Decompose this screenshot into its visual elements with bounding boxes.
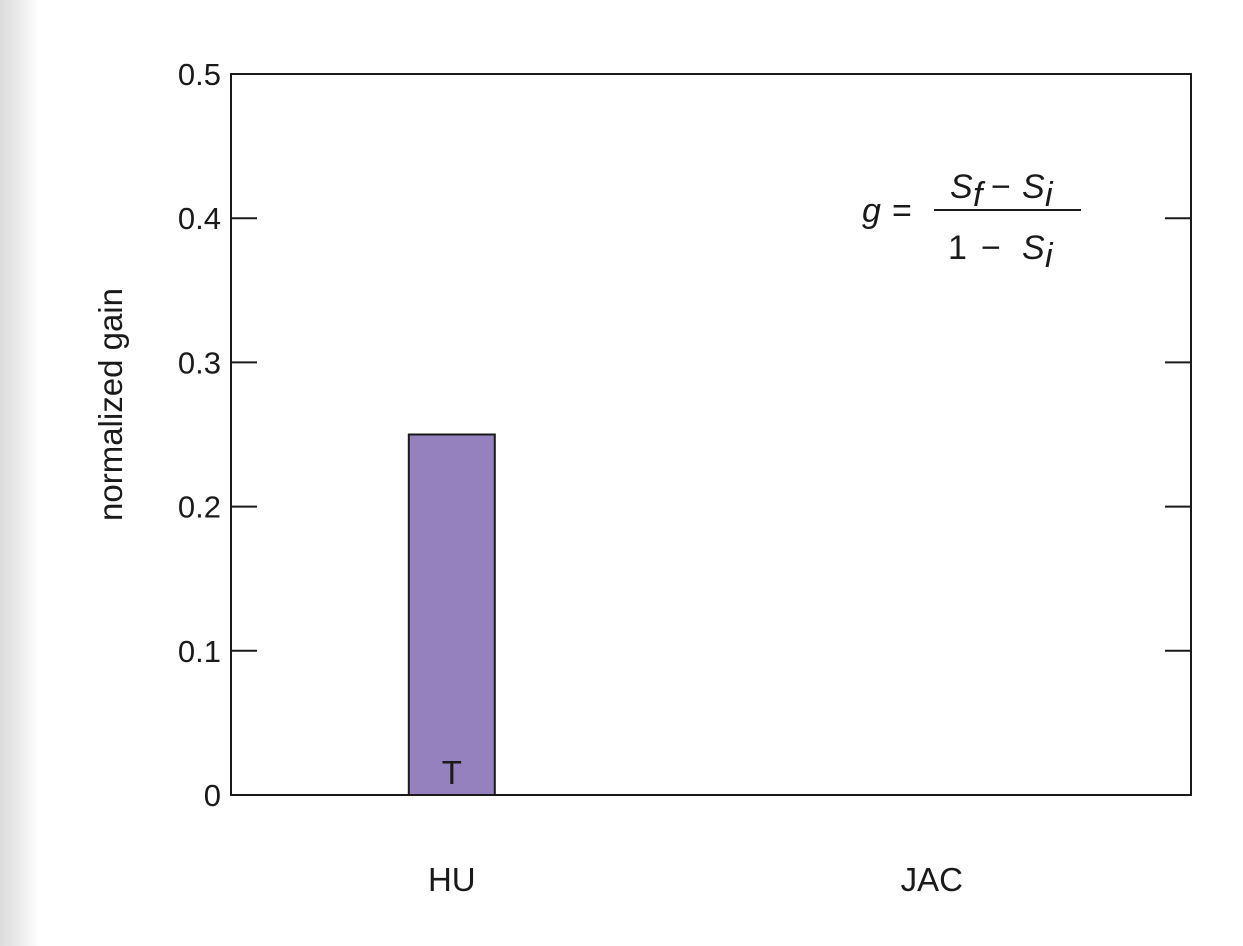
normalized-gain-formula: g = S f − S i 1 − S i [862,168,1081,275]
formula-lhs: g [862,192,881,230]
bar-chart: 0 0.1 0.2 0.3 0.4 0.5 T HU JAC normalized gain… [92,57,1192,898]
y-tick-label: 0.3 [178,345,221,380]
figure: 0 0.1 0.2 0.3 0.4 0.5 T HU JAC normalized gain… [40,24,1243,946]
x-category-label: JAC [901,861,963,898]
y-axis-label: normalized gain [92,288,129,521]
formula-num-b: S [1022,168,1045,206]
formula-den-one: 1 [948,229,967,267]
x-axis-categories: HU JAC [428,861,963,898]
formula-den-b-sub: i [1045,237,1054,275]
formula-num-a: S [950,168,973,206]
x-category-label: HU [428,861,476,898]
formula-den-b: S [1022,229,1045,267]
y-tick-label: 0.4 [178,201,221,236]
plot-frame [230,73,1192,796]
formula-equals: = [892,192,912,230]
bar-label: T [442,754,462,791]
y-tick-label: 0 [204,778,221,813]
y-tick-label: 0.5 [178,57,221,92]
formula-den-minus: − [981,229,1001,267]
y-axis-ticks: 0 0.1 0.2 0.3 0.4 0.5 [178,57,1192,813]
formula-num-b-sub: i [1045,176,1054,214]
y-tick-label: 0.2 [178,490,221,525]
formula-num-a-sub: f [973,176,986,214]
bars: T [407,433,496,796]
formula-num-minus: − [991,168,1011,206]
bar-hu [407,433,496,796]
y-tick-label: 0.1 [178,634,221,669]
